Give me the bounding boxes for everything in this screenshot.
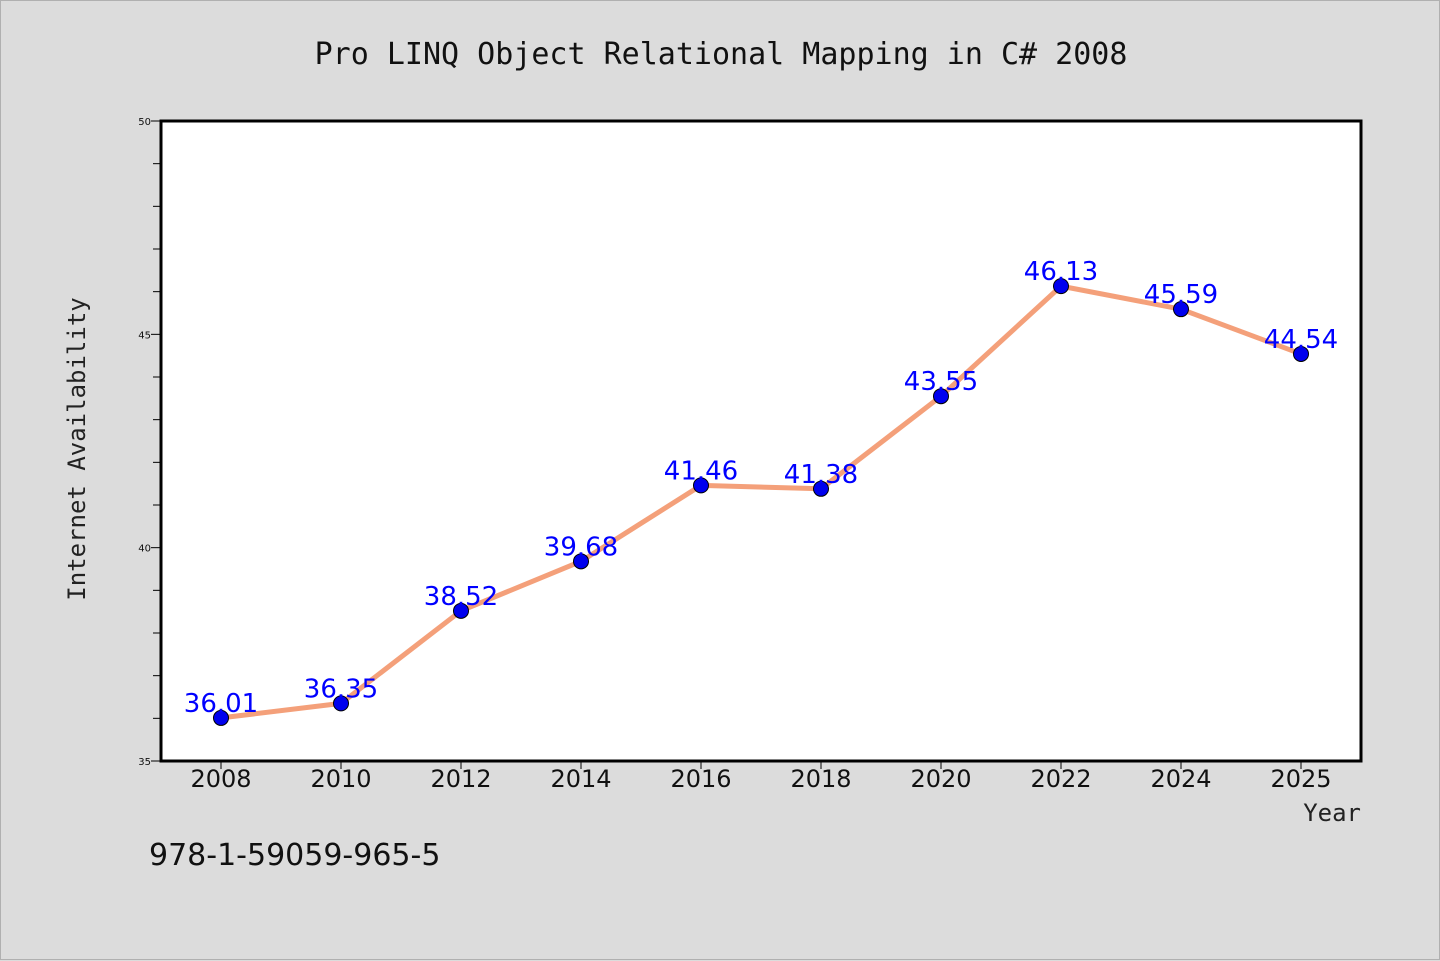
data-label: 36.35 [304, 674, 378, 704]
x-tick-label: 2014 [550, 765, 611, 793]
x-tick-label: 2008 [190, 765, 251, 793]
data-label: 44.54 [1264, 325, 1338, 355]
data-point [1053, 278, 1069, 295]
isbn-footer: 978-1-59059-965-5 [149, 838, 440, 873]
y-tick-label: 50 [138, 117, 151, 128]
x-tick-label: 2020 [910, 765, 971, 793]
y-axis: 35 40 45 50 [138, 117, 161, 768]
chart-title: Pro LINQ Object Relational Mapping in C#… [315, 37, 1128, 72]
x-tick-label: 2025 [1270, 765, 1331, 793]
series-line [220, 283, 1302, 721]
x-tick-label: 2022 [1030, 765, 1091, 793]
x-tick-label: 2018 [790, 765, 851, 793]
data-point [333, 695, 349, 712]
y-tick-label: 45 [138, 330, 151, 341]
data-label: 41.46 [664, 456, 738, 486]
data-point [453, 602, 469, 619]
y-tick-label: 40 [138, 544, 151, 555]
data-point [573, 553, 589, 570]
data-point [1173, 301, 1189, 318]
y-tick-label: 35 [138, 757, 151, 768]
data-point [693, 477, 709, 494]
data-point [933, 388, 949, 405]
data-label: 46.13 [1024, 257, 1098, 287]
x-tick-label: 2012 [430, 765, 491, 793]
data-point [1293, 345, 1309, 362]
data-point [213, 709, 229, 726]
data-label: 45.59 [1144, 280, 1218, 310]
data-label: 41.38 [784, 460, 858, 490]
data-label: 38.52 [424, 582, 498, 612]
plot-area [159, 119, 1363, 763]
data-label: 39.68 [544, 532, 618, 562]
series: 36.01 36.35 38.52 39.68 41.46 41.38 43.55 46.13… [184, 257, 1338, 726]
data-label: 36.01 [184, 689, 258, 719]
y-axis-label: Internet Availability [63, 297, 91, 600]
x-axis-label: Year [1303, 799, 1361, 827]
x-tick-label: 2010 [310, 765, 371, 793]
x-tick-label: 2016 [670, 765, 731, 793]
data-point [813, 480, 829, 497]
data-label: 43.55 [904, 367, 978, 397]
x-tick-label: 2024 [1150, 765, 1211, 793]
x-axis: 2008 2010 2012 2014 2016 2018 2020 2022 2024 2025 [190, 761, 1332, 793]
